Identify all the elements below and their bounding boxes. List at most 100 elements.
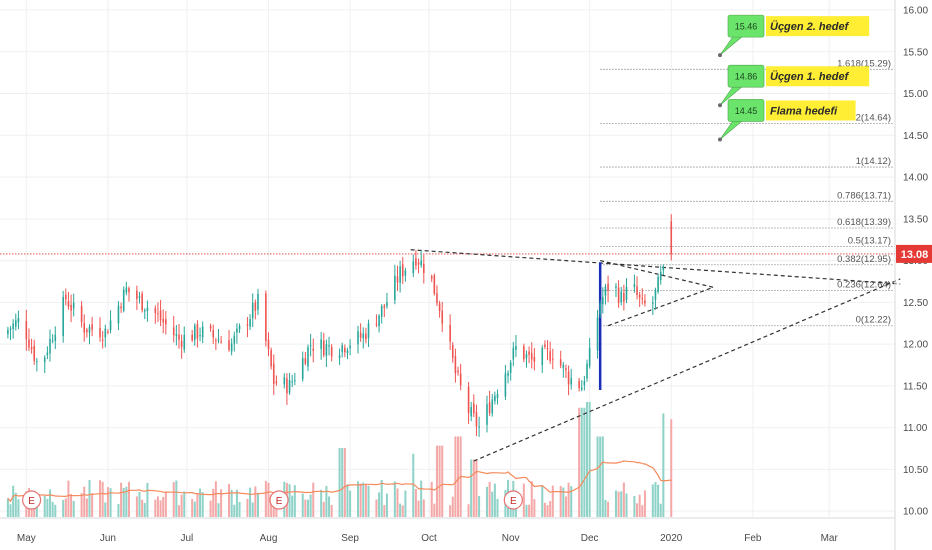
volume-bar — [270, 494, 273, 517]
candle-body — [583, 381, 586, 385]
price-tick-label: 11.50 — [903, 381, 928, 392]
volume-bar — [522, 483, 525, 517]
volume-bar — [585, 402, 589, 517]
candle-body — [433, 275, 436, 294]
volume-bar — [328, 496, 331, 517]
volume-bar — [301, 493, 304, 517]
volume-bar — [212, 488, 215, 517]
volume-bar — [125, 486, 128, 517]
volume-bar — [51, 501, 54, 517]
volume-bar — [256, 492, 259, 517]
candle-body — [504, 373, 507, 397]
volume-bar — [346, 484, 349, 517]
fib-level-label: 1(14.12) — [856, 156, 891, 167]
volume-bar — [83, 486, 86, 517]
candle-body — [588, 347, 591, 367]
candle-body — [604, 286, 607, 296]
volume-bar — [601, 436, 604, 517]
volume-bar — [122, 487, 125, 517]
volume-bar — [214, 481, 217, 517]
volume-bar — [183, 491, 186, 517]
fib-level-label: 0(12.22) — [856, 315, 891, 326]
candle-body — [478, 426, 480, 428]
time-tick-label: Nov — [502, 533, 520, 544]
volume-bar — [457, 436, 460, 517]
candle-body — [328, 345, 330, 347]
candle-body — [401, 264, 404, 277]
trend-lines — [0, 249, 901, 462]
volume-bar — [404, 490, 407, 517]
candle-body — [199, 335, 201, 337]
volume-bar — [385, 493, 388, 517]
volume-bar — [417, 500, 420, 517]
candle-body — [570, 378, 573, 385]
volume-bar — [320, 489, 323, 517]
candle-body — [322, 340, 325, 356]
candle-body — [475, 411, 478, 427]
volume-bar — [254, 486, 257, 517]
candle-body — [288, 380, 291, 393]
candle-body — [638, 294, 641, 298]
volume-moving-average — [7, 460, 672, 503]
volume-bar — [638, 494, 641, 517]
volume-bar — [14, 492, 17, 517]
candle-body — [349, 345, 351, 349]
volume-bar — [154, 499, 157, 517]
candle-body — [191, 334, 193, 341]
candle-body — [383, 305, 386, 308]
candle-body — [565, 368, 567, 371]
volume-bar — [156, 496, 159, 517]
volume-bar — [485, 486, 489, 517]
candle-body — [486, 404, 488, 425]
candle-body — [528, 351, 530, 355]
annotation-value-box — [727, 64, 765, 88]
volume-bar — [472, 459, 475, 517]
volume-bar — [491, 491, 494, 517]
price-tick-label: 16.00 — [903, 6, 928, 17]
candle-body — [178, 334, 180, 340]
candle-body — [14, 320, 17, 327]
candle-body — [530, 353, 533, 360]
candle-body — [567, 371, 570, 385]
volume-bar — [657, 484, 660, 517]
candle-body — [283, 377, 286, 385]
time-tick-label: Oct — [421, 533, 437, 544]
candle-body — [399, 266, 401, 283]
candle-body — [51, 340, 54, 342]
candle-body — [301, 358, 304, 380]
earnings-marker — [269, 490, 289, 510]
candle-body — [67, 301, 70, 307]
volume-bar — [246, 498, 249, 517]
volume-bar — [433, 503, 436, 517]
volume-bar — [312, 482, 315, 517]
volume-bar — [383, 505, 386, 517]
candle-body — [141, 293, 143, 311]
candle-body — [143, 310, 146, 312]
candle-body — [512, 347, 515, 360]
candle-body — [62, 296, 64, 337]
volume-bar — [251, 502, 254, 517]
candle-body — [412, 261, 415, 274]
volume-bar — [191, 499, 194, 517]
volume-bar — [454, 436, 457, 517]
volume-bar — [546, 505, 549, 517]
candle-body — [228, 340, 230, 350]
volume-bar — [272, 503, 275, 517]
time-tick-label: May — [17, 533, 36, 544]
volume-bar — [441, 445, 444, 517]
candle-body — [91, 324, 93, 330]
candle-body — [157, 313, 159, 315]
candle-body — [267, 339, 270, 350]
candle-body — [138, 296, 141, 299]
candle-body — [238, 326, 241, 330]
volume-bar — [541, 485, 544, 517]
candle-body — [72, 302, 75, 309]
volume-bar — [80, 493, 83, 517]
volume-bar — [583, 407, 586, 517]
candle-body — [70, 304, 72, 311]
candle-body — [496, 393, 499, 398]
price-tick-label: 15.50 — [903, 47, 928, 58]
candle-body — [128, 288, 130, 293]
annotation-value: 14.86 — [735, 72, 758, 82]
